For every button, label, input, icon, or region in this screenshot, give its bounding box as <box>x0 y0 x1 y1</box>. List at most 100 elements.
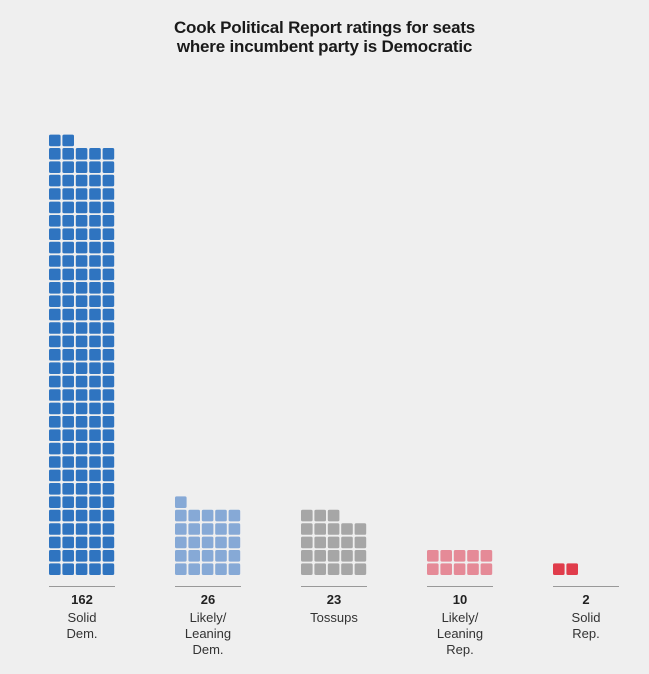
waffle-square <box>327 509 340 522</box>
waffle-square <box>62 161 74 173</box>
waffle-square <box>75 255 88 267</box>
category-count: 162 <box>71 592 93 607</box>
waffle-square <box>89 228 101 240</box>
waffle-square <box>75 563 88 575</box>
waffle-square <box>354 563 367 575</box>
waffle-square <box>49 456 61 468</box>
waffle-square <box>102 215 115 227</box>
waffle-square <box>201 509 214 522</box>
waffle-square <box>341 536 353 549</box>
waffle-square <box>75 241 88 254</box>
waffle-square <box>102 322 115 334</box>
waffle-square <box>49 282 61 294</box>
waffle-square <box>89 295 101 307</box>
category-count: 2 <box>582 592 589 607</box>
waffle-square <box>75 335 88 348</box>
waffle-square <box>314 550 326 562</box>
waffle-square <box>62 483 74 495</box>
waffle-square <box>201 523 214 535</box>
waffle-square <box>89 241 101 254</box>
category-label: Rep. <box>446 642 473 657</box>
waffle-square <box>102 483 115 495</box>
waffle-square <box>75 402 88 415</box>
waffle-square <box>102 563 115 575</box>
category-label: Dem. <box>66 626 97 641</box>
waffle-square <box>62 416 74 428</box>
waffle-square <box>102 536 115 549</box>
waffle-square <box>354 550 367 562</box>
waffle-square <box>228 550 241 562</box>
waffle-square <box>89 322 101 334</box>
category-count: 10 <box>453 592 467 607</box>
waffle-square <box>201 563 214 575</box>
waffle-square <box>102 335 115 348</box>
waffle-square <box>49 389 61 401</box>
waffle-square <box>89 389 101 401</box>
waffle-square <box>314 536 326 549</box>
waffle-square <box>75 362 88 374</box>
waffle-square <box>102 228 115 240</box>
waffle-square <box>215 550 227 562</box>
waffle-square <box>89 469 101 482</box>
waffle-square <box>75 349 88 361</box>
waffle-square <box>49 523 61 535</box>
waffle-square <box>175 523 187 535</box>
waffle-square <box>89 496 101 508</box>
waffle-square <box>49 402 61 415</box>
waffle-square <box>341 563 353 575</box>
category-count: 26 <box>201 592 215 607</box>
category-label: Leaning <box>185 626 231 641</box>
waffle-square <box>89 268 101 281</box>
waffle-square <box>49 134 61 147</box>
waffle-square <box>301 523 313 535</box>
category-label: Likely/ <box>190 610 227 625</box>
waffle-square <box>102 161 115 173</box>
waffle-square <box>89 442 101 455</box>
waffle-square <box>62 255 74 267</box>
waffle-square <box>49 536 61 549</box>
waffle-square <box>102 174 115 187</box>
waffle-square <box>62 174 74 187</box>
chart-title: Cook Political Report ratings for seats … <box>0 18 649 56</box>
waffle-square <box>62 509 74 522</box>
waffle-square <box>75 148 88 160</box>
waffle-square <box>49 255 61 267</box>
waffle-square <box>188 563 200 575</box>
waffle-square <box>75 389 88 401</box>
waffle-square <box>49 442 61 455</box>
waffle-square <box>440 563 452 575</box>
waffle-square <box>49 201 61 214</box>
waffle-square <box>553 563 565 575</box>
waffle-square <box>49 483 61 495</box>
waffle-square <box>75 375 88 388</box>
category-count: 23 <box>327 592 341 607</box>
waffle-square <box>188 550 200 562</box>
waffle-square <box>89 148 101 160</box>
waffle-square <box>49 416 61 428</box>
waffle-square <box>175 550 187 562</box>
waffle-square <box>341 523 353 535</box>
waffle-square <box>49 563 61 575</box>
waffle-square <box>62 469 74 482</box>
waffle-square <box>49 161 61 173</box>
waffle-square <box>467 563 479 575</box>
waffle-square <box>49 335 61 348</box>
waffle-square <box>75 215 88 227</box>
waffle-square <box>89 483 101 495</box>
waffle-square <box>49 174 61 187</box>
waffle-square <box>89 308 101 321</box>
waffle-square <box>75 416 88 428</box>
waffle-square <box>102 282 115 294</box>
waffle-square <box>89 335 101 348</box>
waffle-square <box>453 550 466 562</box>
chart-title-line-2: where incumbent party is Democratic <box>176 37 473 56</box>
waffle-square <box>62 308 74 321</box>
waffle-square <box>89 563 101 575</box>
waffle-square <box>102 416 115 428</box>
waffle-square <box>62 536 74 549</box>
waffle-square <box>75 550 88 562</box>
waffle-square <box>102 188 115 200</box>
waffle-square <box>49 241 61 254</box>
